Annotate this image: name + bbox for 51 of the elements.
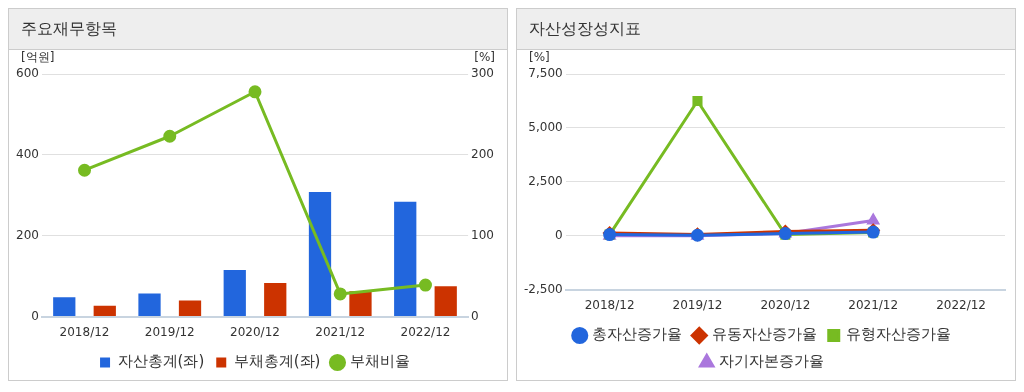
y-tick-label: 200	[16, 227, 39, 242]
bar	[138, 293, 161, 317]
legend-label: 총자산증가율	[592, 325, 683, 344]
y-tick-label: -2,500	[524, 281, 563, 296]
y-tick-label: 7,500	[528, 66, 563, 81]
point	[418, 278, 432, 292]
point	[692, 95, 703, 106]
bar	[264, 283, 287, 317]
x-tick-label: 2019/12	[144, 324, 195, 339]
chart-title: 자산성장성지표	[517, 9, 1015, 50]
x-tick-label: 2020/12	[760, 297, 811, 312]
legend-label: 부채총계(좌)	[233, 352, 321, 371]
x-tick-label: 2020/12	[230, 324, 280, 339]
point	[78, 163, 92, 177]
y-tick-label: 2,500	[528, 173, 563, 188]
y-tick-label: 600	[16, 66, 39, 81]
point	[163, 129, 177, 143]
bar	[394, 201, 417, 317]
x-tick-label: 2021/12	[315, 324, 366, 339]
y2-tick-label: 0	[471, 308, 479, 323]
point	[333, 287, 347, 301]
x-tick-label: 2019/12	[672, 297, 723, 312]
bar	[93, 305, 116, 317]
y2-tick-label: 300	[471, 66, 494, 81]
chart-title: 주요재무항목	[9, 9, 507, 50]
x-tick-label: 2018/12	[59, 324, 110, 339]
x-tick-label: 2022/12	[400, 324, 451, 339]
y2-tick-label: 200	[471, 146, 494, 161]
legend-label: 유동자산증가율	[711, 325, 817, 344]
y-tick-label: 0	[555, 227, 563, 242]
bar	[349, 291, 372, 317]
x-tick-label: 2018/12	[584, 297, 635, 312]
x-tick-label: 2022/12	[936, 297, 986, 312]
legend-label: 유형자산증가율	[846, 325, 952, 344]
bar	[223, 270, 246, 317]
bar	[178, 300, 202, 317]
bar	[308, 192, 332, 317]
x-tick-label: 2021/12	[848, 297, 899, 312]
y2-axis-title: [%]	[474, 50, 495, 65]
legend-label: 자기자본증가율	[719, 352, 825, 371]
point	[248, 85, 262, 99]
y-axis-title: [억원]	[21, 50, 55, 65]
bar	[53, 297, 76, 317]
y-axis-title: [%]	[529, 50, 550, 65]
legend-label: 부채비율	[349, 352, 410, 371]
bar	[434, 286, 457, 317]
y-tick-label: 0	[31, 308, 39, 323]
legend-label: 자산총계(좌)	[117, 352, 205, 371]
y-tick-label: 400	[16, 146, 39, 161]
y-tick-label: 5,000	[528, 120, 563, 135]
y2-tick-label: 100	[471, 227, 494, 242]
